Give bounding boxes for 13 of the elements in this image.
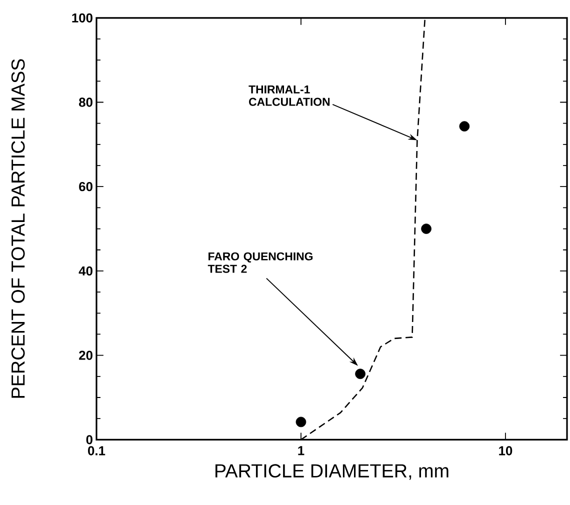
y-tick-label: 80 — [79, 98, 92, 107]
y-tick-label: 60 — [79, 182, 92, 192]
y-axis-title: PERCENT OF TOTAL PARTICLE MASS — [11, 59, 25, 398]
y-tick-label: 0 — [86, 434, 92, 444]
x-axis-title: PARTICLE DIAMETER, mm — [216, 464, 448, 480]
y-tick-label: 20 — [79, 350, 92, 360]
annotation: THIRMAL-1 CALCULATION — [248, 85, 330, 106]
x-tick-label: 10 — [499, 446, 512, 456]
x-tick-label: 1 — [298, 446, 304, 455]
annotation: FARO QUENCHING TEST 2 — [208, 252, 313, 273]
y-tick-label: 100 — [72, 13, 92, 22]
x-tick-label: 0.1 — [88, 446, 106, 456]
y-tick-label: 40 — [78, 266, 92, 276]
